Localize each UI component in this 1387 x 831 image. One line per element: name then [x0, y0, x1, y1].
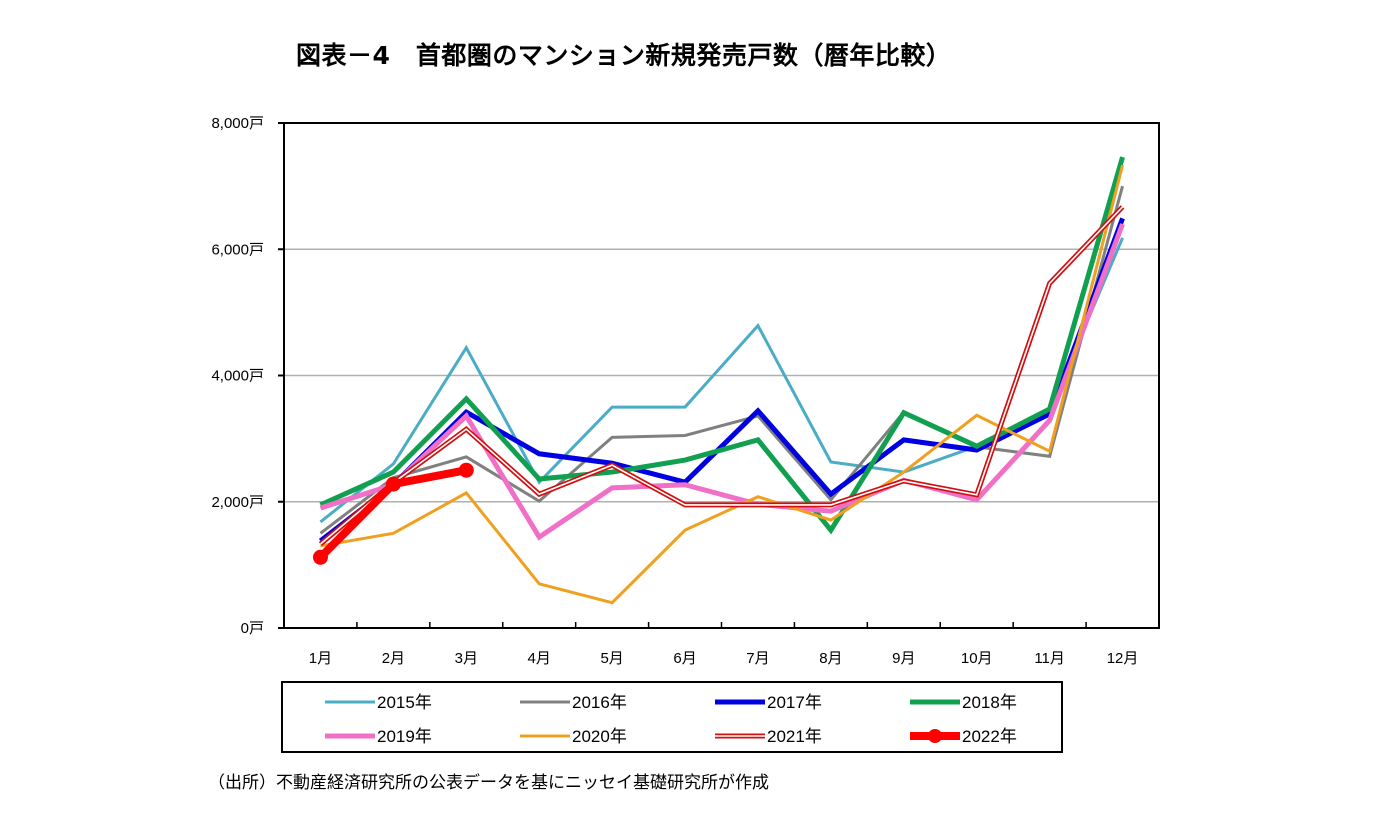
legend-item: 2022年 [910, 727, 1017, 746]
series-2022年 [312, 462, 474, 565]
chart-title: 図表－4 首都圏のマンション新規発売戸数（暦年比較） [296, 41, 952, 70]
legend: 2015年 2016年 2017年 2018年 2019年 2020年 2021年 2022年 [281, 681, 1063, 753]
legend-label: 2021年 [767, 727, 822, 746]
y-tick-label: 0戸 [241, 620, 264, 637]
legend-marker [928, 729, 942, 743]
x-tick-label: 8月 [819, 650, 842, 667]
legend-label: 2022年 [962, 727, 1017, 746]
gridlines [284, 248, 1159, 503]
series-line-2021年-inner [319, 206, 1124, 545]
x-tick-label: 2月 [382, 650, 405, 667]
x-tick-label: 11月 [1034, 650, 1065, 667]
data-point-marker [312, 549, 328, 565]
data-point-marker [385, 476, 401, 492]
series-line-2016年 [319, 185, 1124, 535]
series-2015年 [319, 237, 1124, 524]
legend-item: 2019年 [325, 727, 432, 746]
y-tick-label: 4,000戸 [211, 368, 264, 385]
series-line-2020年 [320, 164, 1124, 605]
series-2019年 [319, 223, 1125, 541]
y-tick-label: 6,000戸 [211, 241, 264, 258]
data-point-marker [458, 462, 474, 478]
x-tick-label: 9月 [892, 650, 915, 667]
legend-item: 2020年 [520, 727, 627, 746]
series-line-2019年 [319, 223, 1125, 541]
legend-label: 2020年 [572, 727, 627, 746]
series-line-2015年 [319, 237, 1124, 524]
y-tick-label: 2,000戸 [211, 494, 264, 511]
legend-item: 2015年 [325, 693, 432, 712]
x-tick-label: 1月 [309, 650, 332, 667]
series-layer [312, 156, 1125, 605]
x-tick-label: 7月 [746, 650, 769, 667]
x-tick-label: 4月 [528, 650, 551, 667]
legend-item: 2016年 [520, 693, 627, 712]
legend-item: 2018年 [910, 693, 1017, 712]
legend-item: 2017年 [715, 693, 822, 712]
legend-label: 2016年 [572, 693, 627, 712]
legend-item: 2021年 [715, 727, 822, 746]
series-2020年 [320, 164, 1124, 605]
legend-label: 2017年 [767, 693, 822, 712]
series-2016年 [319, 185, 1124, 535]
series-2018年 [319, 156, 1125, 535]
legend-label: 2019年 [377, 727, 432, 746]
x-tick-label: 6月 [673, 650, 696, 667]
y-axis: 0戸 2,000戸 4,000戸 6,000戸 8,000戸 [211, 115, 284, 637]
y-tick-label: 8,000戸 [211, 115, 264, 132]
x-tick-label: 10月 [961, 650, 993, 667]
series-2021年 [318, 205, 1125, 546]
x-tick-label: 5月 [600, 650, 623, 667]
x-tick-label: 3月 [455, 650, 478, 667]
x-axis: 1月 2月 3月 4月 5月 6月 7月 8月 9月 10月 11月 12月 [309, 622, 1139, 667]
x-tick-label: 12月 [1107, 650, 1139, 667]
legend-label: 2015年 [377, 693, 432, 712]
series-line-2018年 [319, 156, 1125, 535]
source-note: （出所）不動産経済研究所の公表データを基にニッセイ基礎研究所が作成 [208, 773, 769, 793]
legend-label: 2018年 [962, 693, 1017, 712]
